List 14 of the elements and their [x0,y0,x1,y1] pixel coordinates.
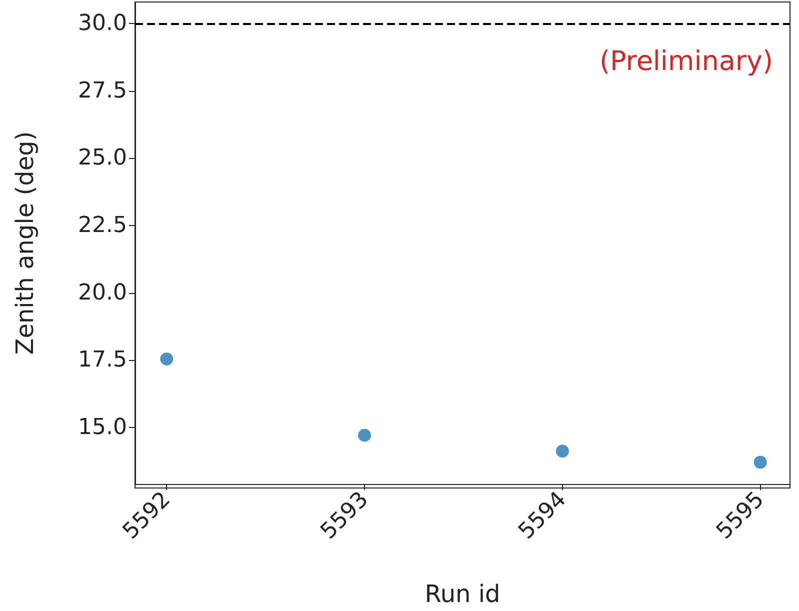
y-tick-label: 22.5 [78,212,127,238]
y-tick-label: 15.0 [78,414,127,440]
x-axis-title: Run id [424,580,500,608]
point [556,444,569,458]
point [160,352,174,366]
point [358,428,372,442]
y-tick-label: 27.5 [78,78,127,104]
y-axis-title: Zenith angle (deg) [11,131,39,355]
point [754,456,767,469]
y-tick-label: 17.5 [78,348,127,373]
y-tick-label: 30.0 [78,11,127,36]
y-tick-label: 20.0 [78,280,127,306]
annotation: (Preliminary) [599,46,774,77]
y-tick-label: 25.0 [78,146,127,171]
